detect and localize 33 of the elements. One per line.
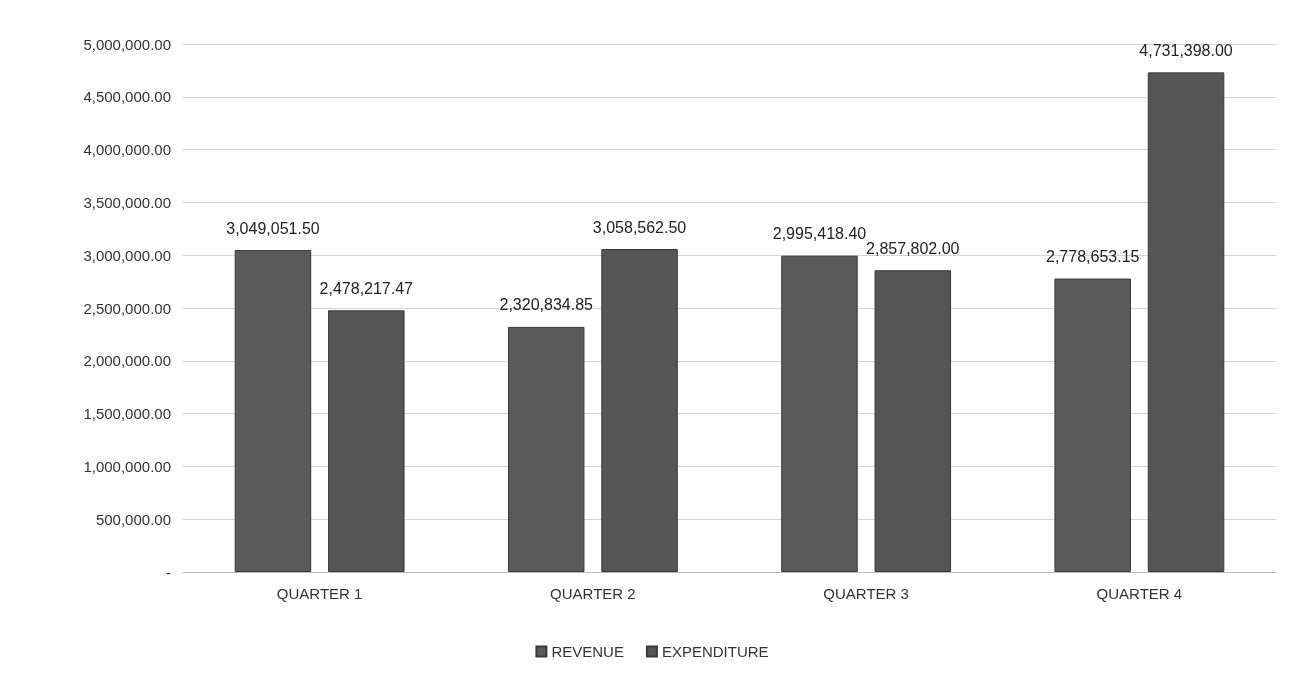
x-tick-label: QUARTER 4	[1096, 585, 1183, 602]
data-label: 2,778,653.15	[1045, 248, 1140, 266]
bar	[874, 270, 952, 572]
bar	[601, 249, 678, 572]
data-label: 2,320,834.85	[499, 296, 594, 314]
y-tick-label: 1,000,000.00	[83, 457, 171, 475]
y-tick-label: 4,500,000.00	[83, 88, 171, 106]
bar	[507, 326, 585, 572]
bar	[1054, 278, 1131, 572]
data-label: 4,731,398.00	[1139, 41, 1233, 59]
data-label: 3,049,051.50	[226, 219, 320, 237]
y-tick-label: 4,000,000.00	[83, 141, 171, 159]
bar	[328, 310, 405, 572]
data-label: 2,478,217.47	[319, 279, 414, 297]
bar	[781, 255, 858, 572]
y-tick-label: -	[166, 563, 171, 581]
x-tick-label: QUARTER 3	[823, 585, 909, 602]
y-tick-label: 3,000,000.00	[83, 246, 171, 264]
y-tick-label: 1,500,000.00	[83, 405, 171, 423]
bar	[1147, 72, 1225, 572]
legend-label: EXPENDITURE	[661, 643, 769, 660]
legend-label: REVENUE	[551, 643, 624, 660]
x-tick-label: QUARTER 2	[550, 585, 636, 602]
y-tick-label: 2,000,000.00	[83, 352, 171, 370]
x-tick-label: QUARTER 1	[276, 585, 363, 602]
data-label: 2,995,418.40	[772, 225, 867, 243]
bar	[234, 250, 312, 572]
y-tick-label: 5,000,000.00	[83, 35, 171, 53]
y-tick-label: 2,500,000.00	[83, 299, 171, 317]
data-label: 2,857,802.00	[866, 239, 960, 257]
y-tick-label: 500,000.00	[95, 510, 171, 528]
data-label: 3,058,562.50	[592, 218, 687, 236]
y-tick-label: 3,500,000.00	[83, 193, 171, 211]
